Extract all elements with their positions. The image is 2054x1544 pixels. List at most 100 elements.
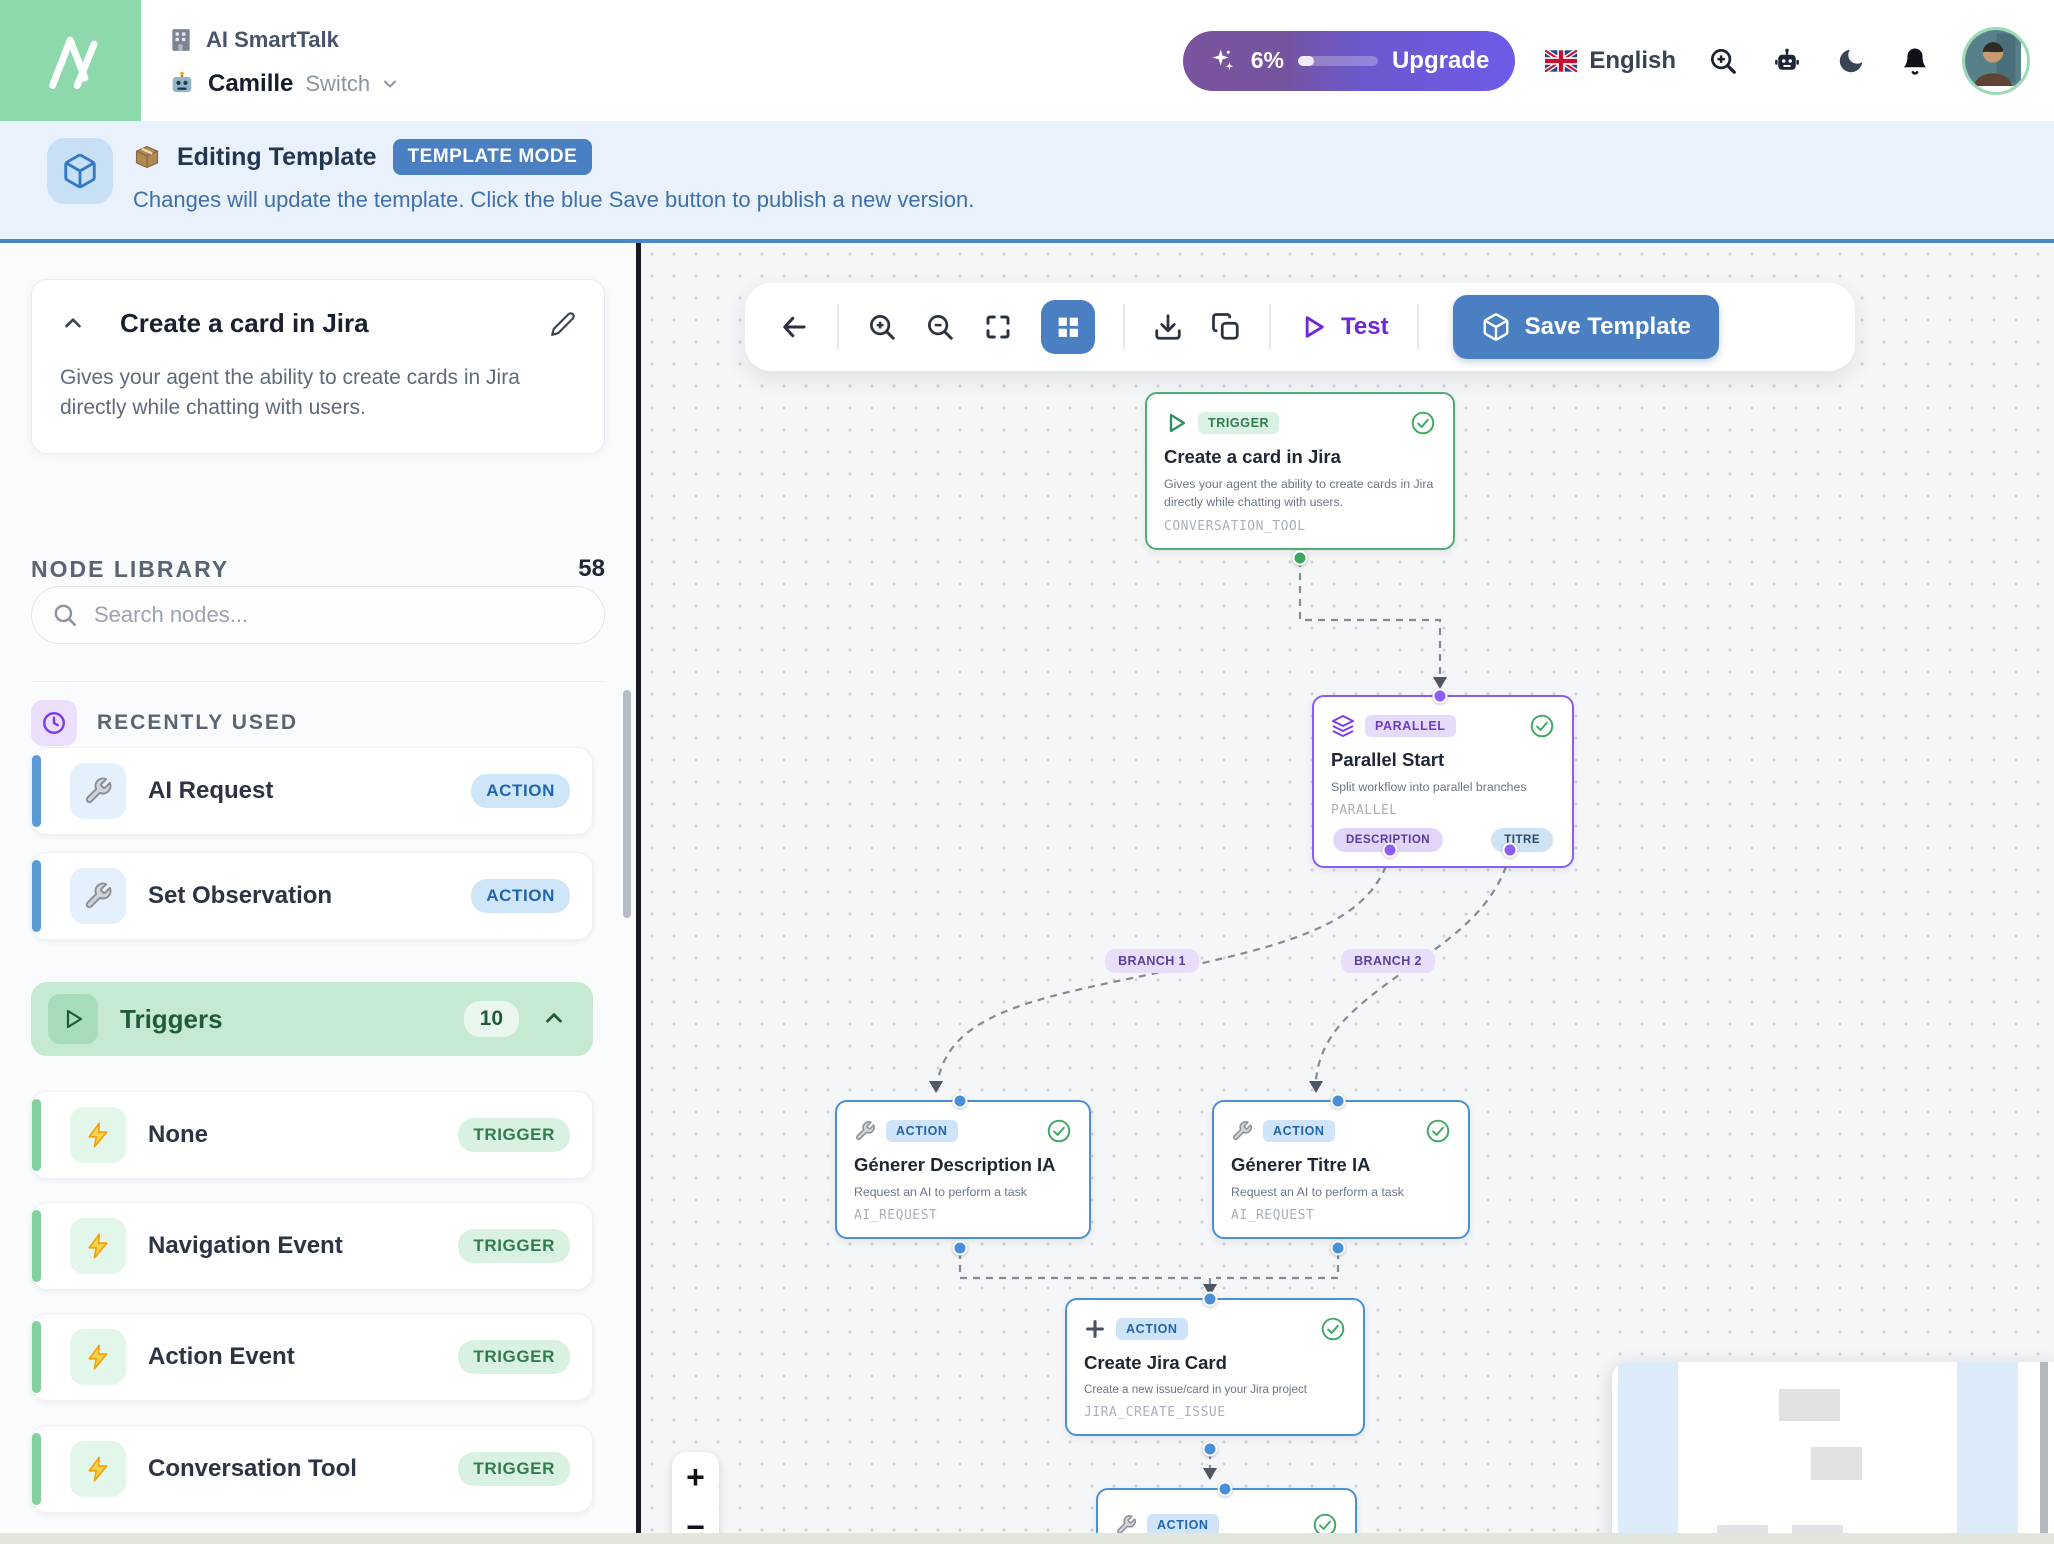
node-library-count: 58 — [578, 555, 605, 582]
node-item-label: Conversation Tool — [148, 1455, 357, 1482]
node-item-none[interactable]: None TRIGGER — [31, 1091, 593, 1179]
node-code: PARALLEL — [1331, 803, 1398, 819]
fit-view-button[interactable] — [983, 312, 1013, 342]
test-label: Test — [1341, 313, 1389, 340]
connection-handle[interactable] — [1202, 1441, 1218, 1457]
connection-handle[interactable] — [1330, 1240, 1346, 1256]
node-title: Parallel Start — [1331, 749, 1445, 770]
upgrade-button[interactable]: 6% Upgrade — [1182, 30, 1516, 91]
moon-icon — [1839, 49, 1863, 72]
user-avatar[interactable] — [1962, 26, 2030, 95]
back-button[interactable] — [779, 312, 809, 342]
check-circle-icon — [1047, 1119, 1071, 1143]
upgrade-label: Upgrade — [1391, 46, 1490, 74]
zoom-in-icon — [870, 315, 895, 340]
lightning-icon — [70, 1107, 126, 1163]
dark-mode-toggle[interactable] — [1834, 44, 1868, 78]
minimap-scrollbar — [2040, 1362, 2048, 1544]
brand-logo[interactable] — [0, 0, 141, 121]
node-title: Create a card in Jira — [1164, 446, 1341, 467]
connection-handle[interactable] — [1502, 842, 1518, 858]
zoom-search-button[interactable] — [1706, 44, 1740, 78]
toolbar-divider — [1123, 304, 1125, 350]
notifications-button[interactable] — [1898, 44, 1932, 78]
node-code: CONVERSATION_TOOL — [1164, 518, 1306, 534]
node-item-label: Action Event — [148, 1343, 295, 1370]
tool-summary-card: Create a card in Jira Gives your agent t… — [31, 279, 605, 454]
node-item-label: None — [148, 1121, 208, 1148]
copy-button[interactable] — [1211, 312, 1241, 342]
node-badge: ACTION — [1147, 1514, 1219, 1536]
connection-handle[interactable] — [1217, 1481, 1233, 1497]
node-description: Request an AI to perform a task — [854, 1185, 1027, 1199]
node-library-sidebar: Create a card in Jira Gives your agent t… — [0, 243, 636, 1544]
node-item-ai-request[interactable]: AI Request ACTION — [31, 747, 593, 835]
check-circle-icon — [1426, 1119, 1450, 1143]
sidebar-canvas-divider — [636, 243, 641, 1544]
zoom-out-button[interactable] — [925, 312, 955, 342]
branch-label-1: BRANCH 1 — [1105, 949, 1199, 973]
search-input[interactable] — [92, 601, 556, 629]
wrench-icon — [1117, 1515, 1136, 1534]
connection-handle[interactable] — [1292, 550, 1308, 566]
flow-node-trigger[interactable]: TRIGGER Create a card in Jira Gives your… — [1145, 392, 1455, 550]
flow-node-parallel-start[interactable]: PARALLEL Parallel Start Split workflow i… — [1312, 695, 1574, 869]
lightning-icon — [70, 1329, 126, 1385]
node-title: Génerer Titre IA — [1231, 1154, 1371, 1175]
node-item-action-event[interactable]: Action Event TRIGGER — [31, 1313, 593, 1401]
clock-badge — [31, 700, 77, 746]
connection-handle[interactable] — [1382, 842, 1398, 858]
node-item-set-observation[interactable]: Set Observation ACTION — [31, 852, 593, 940]
branch-label-2: BRANCH 2 — [1341, 949, 1435, 973]
node-library-header: NODE LIBRARY 58 — [31, 555, 605, 583]
connection-handle[interactable] — [1202, 1291, 1218, 1307]
grid-layout-button[interactable] — [1041, 300, 1095, 354]
connection-handle[interactable] — [1432, 688, 1448, 704]
minimap-sidebar-block — [1618, 1362, 1678, 1544]
check-circle-icon — [1530, 714, 1554, 738]
language-selector[interactable]: English — [1545, 47, 1676, 75]
layers-icon — [1332, 715, 1354, 737]
flow-node-create-jira-card[interactable]: ACTION Create Jira Card Create a new iss… — [1065, 1298, 1365, 1437]
arrow-left-icon — [783, 316, 806, 338]
toolbar-divider — [837, 304, 839, 350]
connection-handle[interactable] — [1330, 1093, 1346, 1109]
flow-node-generer-titre[interactable]: ACTION Génerer Titre IA Request an AI to… — [1212, 1100, 1470, 1240]
collapse-chevron-icon[interactable] — [60, 311, 86, 337]
node-title: Génerer Description IA — [854, 1154, 1056, 1175]
connection-handle[interactable] — [952, 1093, 968, 1109]
chevron-down-icon — [384, 80, 397, 88]
template-mode-badge: TEMPLATE MODE — [392, 139, 593, 175]
node-description: Request an AI to perform a task — [1231, 1185, 1404, 1199]
trigger-badge: TRIGGER — [458, 1118, 570, 1152]
sidebar-scrollbar[interactable] — [623, 690, 631, 918]
chevron-up-icon — [546, 1013, 562, 1023]
zoom-in-control[interactable]: + — [686, 1458, 705, 1495]
recently-used-header[interactable]: RECENTLY USED — [31, 681, 605, 746]
node-item-conversation-tool[interactable]: Conversation Tool TRIGGER — [31, 1425, 593, 1513]
trigger-badge: TRIGGER — [458, 1229, 570, 1263]
save-template-button[interactable]: Save Template — [1452, 295, 1719, 359]
minimap[interactable] — [1612, 1362, 2054, 1544]
node-code: AI_REQUEST — [1231, 1208, 1315, 1224]
branch-output-titre[interactable]: TITRE — [1491, 828, 1553, 853]
sparkles-icon — [1212, 48, 1234, 70]
download-button[interactable] — [1153, 312, 1183, 342]
wrench-icon — [1233, 1121, 1252, 1140]
node-item-label: AI Request — [148, 777, 274, 804]
node-badge: ACTION — [886, 1120, 958, 1142]
node-badge: TRIGGER — [1198, 412, 1280, 434]
triggers-section-header[interactable]: Triggers 10 — [31, 982, 593, 1056]
tool-card-description: Gives your agent the ability to create c… — [60, 366, 520, 419]
test-button[interactable]: Test — [1299, 313, 1389, 341]
assistant-bot-button[interactable] — [1770, 44, 1804, 78]
switch-agent-button[interactable]: Switch — [305, 71, 400, 97]
node-description: Split workflow into parallel branches — [1331, 780, 1527, 794]
zoom-in-button[interactable] — [867, 312, 897, 342]
flow-node-generer-description[interactable]: ACTION Génerer Description IA Request an… — [835, 1100, 1091, 1240]
node-item-navigation-event[interactable]: Navigation Event TRIGGER — [31, 1202, 593, 1290]
connection-handle[interactable] — [952, 1240, 968, 1256]
edit-pencil-icon[interactable] — [550, 311, 576, 337]
minimap-panel-block — [1957, 1362, 2018, 1544]
